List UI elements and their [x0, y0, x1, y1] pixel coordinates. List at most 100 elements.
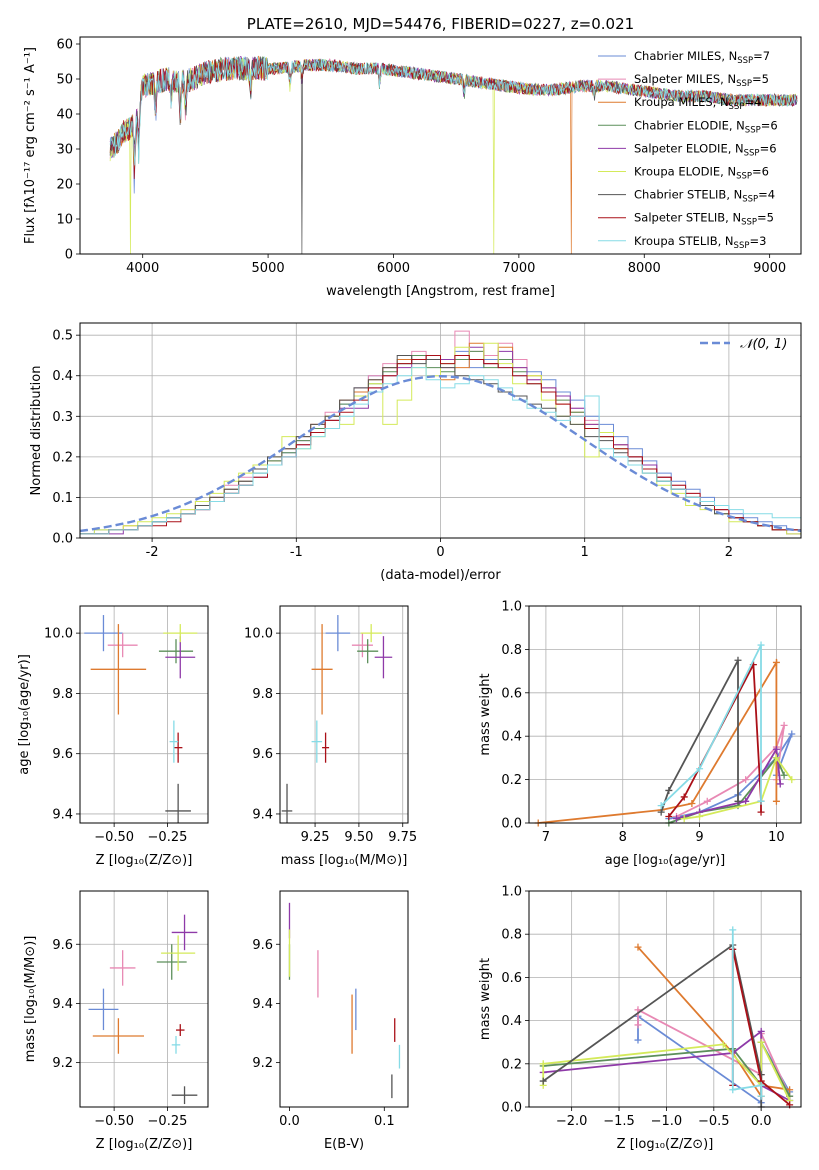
- spectrum-panel: 4000 5000 6000 7000 8000 9000 0 10 20 30 40 50 60 wav…: [23, 15, 802, 299]
- y-tick-label: 0.0: [52, 532, 73, 547]
- mass-weight-marker: [634, 943, 642, 951]
- plot-frame: [279, 890, 409, 1108]
- y-tick-label: 60: [56, 38, 73, 53]
- mass-weight-marker: [634, 1036, 642, 1044]
- y-tick-label: 50: [56, 73, 73, 88]
- mass-weight-marker: [539, 1060, 547, 1068]
- x-tick-label: 9: [695, 830, 703, 845]
- y-tick-label: 9.2: [52, 1056, 73, 1071]
- x-tick-label: −0.50: [94, 1114, 134, 1129]
- x-axis-label: (data-model)/error: [380, 568, 501, 583]
- mass-weight-marker: [772, 745, 780, 753]
- mass-weight-marker: [757, 641, 765, 649]
- y-tick-label: 9.4: [52, 997, 73, 1012]
- x-axis-label: mass [log₁₀(M/M⊙)]: [281, 853, 408, 868]
- mass-weight-marker: [757, 1081, 765, 1089]
- y-tick-label: 10.0: [244, 627, 273, 642]
- y-axis-label: age [log₁₀(age/yr)]: [17, 654, 32, 775]
- x-axis-label: wavelength [Angstrom, rest frame]: [326, 284, 555, 299]
- y-tick-label: 0.8: [501, 928, 522, 943]
- x-tick-label: −0.5: [698, 1114, 730, 1129]
- x-tick-label: 8000: [628, 261, 661, 276]
- x-tick-label: 9000: [753, 261, 786, 276]
- x-axis-label: Z [log₁₀(Z/Z⊙)]: [96, 853, 193, 868]
- x-tick-label: 6000: [377, 261, 410, 276]
- mass-weight-marker: [772, 754, 780, 762]
- y-tick-label: 9.8: [252, 687, 273, 702]
- residual-histogram-panel: -2 -1 0 1 2 0.0 0.1 0.2 0.3 0.4 0.5 (data-model)/er…: [29, 322, 802, 583]
- y-tick-label: 9.6: [252, 938, 273, 953]
- y-tick-label: 0.0: [501, 1101, 522, 1116]
- x-axis-label: Z [log₁₀(Z/Z⊙)]: [617, 1137, 714, 1152]
- y-axis-label: mass weight: [478, 958, 493, 1040]
- chart-title: PLATE=2610, MJD=54476, FIBERID=0227, z=0…: [247, 15, 634, 33]
- x-tick-label: 7: [542, 830, 550, 845]
- plot-frame: [528, 890, 802, 1108]
- mass-weight-line: [731, 929, 763, 1097]
- x-axis-label: E(B-V): [324, 1137, 364, 1152]
- mass-weight-marker: [780, 721, 788, 729]
- y-tick-label: 0.3: [52, 410, 73, 425]
- legend-entry: 𝒩(0, 1): [740, 337, 787, 352]
- y-tick-label: 1.0: [501, 600, 522, 615]
- y-tick-label: 0: [65, 248, 73, 263]
- y-tick-label: 20: [56, 178, 73, 193]
- mass-weight-marker: [680, 815, 688, 823]
- y-tick-label: 0.2: [501, 1057, 522, 1072]
- y-axis-label: Flux [fλ10⁻¹⁷ erg cm⁻² s⁻¹ A⁻¹]: [23, 47, 38, 244]
- mass-weight-marker: [696, 812, 704, 820]
- legend-entry: Salpeter MILES, NSSP=5: [634, 72, 769, 89]
- x-tick-label: 0.1: [374, 1114, 395, 1129]
- y-tick-label: 0.2: [501, 773, 522, 788]
- x-tick-label: 1: [581, 545, 589, 560]
- x-tick-label: 4000: [126, 261, 159, 276]
- plot-frame: [79, 36, 802, 255]
- mass-weight-marker: [729, 1086, 737, 1094]
- x-tick-label: 9.25: [301, 830, 330, 845]
- x-tick-label: 0.0: [279, 1114, 300, 1129]
- legend-entry: Salpeter ELODIE, NSSP=6: [634, 141, 777, 158]
- mass-weight-line: [542, 1041, 791, 1101]
- mass-weight-marker: [772, 797, 780, 805]
- mass-weight-marker: [719, 1040, 727, 1048]
- normal-reference-curve: [80, 374, 801, 533]
- x-tick-label: −2.0: [556, 1114, 588, 1129]
- plot-frame: [79, 890, 209, 1108]
- x-tick-label: 10: [768, 830, 785, 845]
- legend-entry: Kroupa STELIB, NSSP=3: [634, 234, 766, 251]
- mass-weight-marker: [703, 797, 711, 805]
- y-tick-label: 9.8: [52, 687, 73, 702]
- y-axis-label: mass [log₁₀(M/M⊙)]: [23, 936, 38, 1063]
- mass-weight-marker: [539, 1077, 547, 1085]
- mass-weight-marker: [657, 808, 665, 816]
- x-tick-label: 2: [725, 545, 733, 560]
- mass-weight-marker: [657, 802, 665, 810]
- age-vs-mass-panel: 9.25 9.50 9.75 9.4 9.6 9.8 10.0 mass [log₁₀(M/M…: [244, 605, 417, 868]
- y-tick-label: 0.8: [501, 643, 522, 658]
- x-axis-label: Z [log₁₀(Z/Z⊙)]: [96, 1137, 193, 1152]
- x-tick-label: −1.5: [603, 1114, 635, 1129]
- x-tick-label: 9.50: [344, 830, 373, 845]
- y-tick-label: 0.5: [52, 329, 73, 344]
- y-tick-label: 9.4: [52, 807, 73, 822]
- mass-weight-marker: [788, 730, 796, 738]
- mass-weight-marker: [696, 765, 704, 773]
- y-tick-label: 0.0: [501, 817, 522, 832]
- x-tick-label: −0.25: [148, 1114, 188, 1129]
- x-tick-label: 5000: [252, 261, 285, 276]
- mass-weight-marker: [734, 656, 742, 664]
- mass-weight-marker: [786, 1086, 794, 1094]
- y-tick-label: 0.4: [501, 730, 522, 745]
- plot-frame: [528, 605, 802, 824]
- mass-weight-marker: [729, 926, 737, 934]
- y-tick-label: 9.6: [52, 938, 73, 953]
- x-tick-label: 9.75: [388, 830, 417, 845]
- y-tick-label: 0.4: [501, 1014, 522, 1029]
- x-tick-label: -2: [146, 545, 159, 560]
- mass-vs-metallicity-panel: −0.50 −0.25 9.2 9.4 9.6 Z [log₁₀(Z/Z⊙)] mass […: [23, 890, 209, 1152]
- legend-entry: Kroupa MILES, NSSP=4: [634, 95, 761, 112]
- mass-weight-marker: [757, 1038, 765, 1046]
- y-tick-label: 40: [56, 108, 73, 123]
- mass-weight-marker: [665, 812, 673, 820]
- x-tick-label: 0: [436, 545, 444, 560]
